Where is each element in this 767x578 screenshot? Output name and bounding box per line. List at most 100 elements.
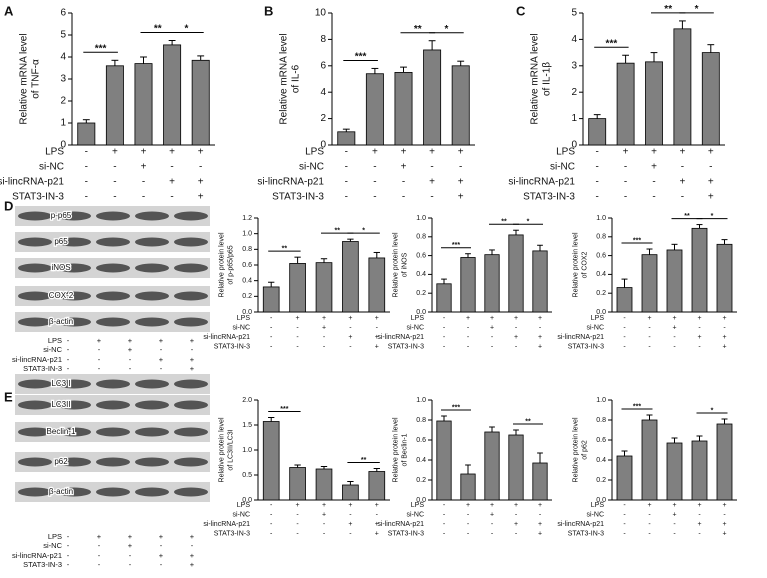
condition-mark: -	[67, 551, 70, 560]
significance-label: ***	[95, 43, 107, 54]
condition-mark: -	[373, 192, 376, 203]
condition-mark: +	[651, 147, 657, 158]
condition-mark: +	[375, 334, 379, 341]
condition-mark: -	[270, 511, 273, 518]
condition-mark: +	[198, 177, 204, 188]
condition-mark: -	[98, 541, 101, 550]
bar	[716, 423, 733, 501]
condition-mark: -	[270, 315, 273, 322]
bar	[691, 440, 708, 501]
y-tick-label: 6	[320, 60, 326, 71]
condition-mark: +	[538, 315, 542, 322]
blot-band	[18, 427, 52, 437]
blot-band	[18, 400, 52, 410]
condition-label: si-lincRNA-p21	[557, 521, 604, 528]
condition-mark: -	[648, 521, 651, 528]
condition-mark: +	[141, 147, 147, 158]
condition-mark: +	[198, 192, 204, 203]
bar	[484, 254, 500, 313]
significance-label: *	[444, 24, 448, 35]
bar	[508, 434, 524, 501]
condition-mark: +	[322, 502, 326, 509]
condition-mark: -	[673, 334, 676, 341]
blot-band	[135, 400, 169, 410]
y-tick-label: 1.0	[242, 231, 252, 238]
bar	[701, 52, 720, 146]
protein-label: LC3II	[51, 400, 70, 409]
significance-label: ***	[633, 403, 641, 410]
bar	[423, 49, 442, 146]
condition-mark: -	[491, 343, 494, 350]
blot-band	[18, 237, 52, 247]
y-axis-label-line: Relative protein level	[572, 232, 579, 297]
blot-band	[96, 237, 130, 247]
blot-band	[57, 263, 91, 273]
condition-mark: -	[296, 343, 299, 350]
condition-mark: +	[169, 147, 175, 158]
blot-band	[96, 291, 130, 301]
y-tick-label: 0.0	[596, 497, 606, 504]
y-tick-label: 8	[320, 34, 326, 45]
blot-band	[135, 291, 169, 301]
bar	[342, 241, 359, 313]
condition-label: si-NC	[39, 162, 64, 173]
condition-mark: -	[623, 324, 626, 331]
condition-mark: -	[723, 511, 726, 518]
blot-band	[57, 237, 91, 247]
condition-mark: +	[514, 315, 518, 322]
condition-mark: -	[67, 532, 70, 541]
bar	[666, 442, 683, 501]
bar	[436, 283, 452, 313]
bar	[163, 44, 182, 146]
condition-mark: -	[515, 530, 518, 537]
y-axis-label-line: of COX2	[581, 251, 588, 278]
condition-mark: -	[129, 551, 132, 560]
blot-band	[57, 211, 91, 221]
condition-mark: +	[722, 334, 726, 341]
significance-label: **	[334, 228, 340, 235]
condition-mark: -	[323, 530, 326, 537]
bar	[588, 118, 607, 146]
y-tick-label: 0.6	[242, 262, 252, 269]
condition-mark: -	[349, 343, 352, 350]
condition-mark: -	[199, 162, 202, 173]
condition-mark: -	[270, 502, 273, 509]
condition-mark: +	[375, 502, 379, 509]
condition-mark: +	[322, 511, 326, 518]
y-axis-label-line: Relative mRNA level	[19, 33, 30, 124]
bar	[451, 65, 470, 146]
blot-band	[96, 487, 130, 497]
y-axis-label-line: of TNF-α	[31, 59, 42, 99]
y-tick-label: 4	[571, 34, 577, 45]
condition-mark: -	[467, 511, 470, 518]
condition-mark: -	[376, 511, 379, 518]
condition-mark: -	[98, 551, 101, 560]
significance-label: ***	[355, 52, 367, 63]
condition-mark: -	[402, 177, 405, 188]
condition-mark: +	[322, 324, 326, 331]
bar	[191, 59, 210, 146]
condition-mark: +	[722, 521, 726, 528]
y-tick-label: 5	[571, 8, 577, 19]
condition-mark: +	[128, 532, 133, 541]
condition-mark: -	[85, 162, 88, 173]
bar	[365, 73, 384, 146]
condition-mark: -	[160, 541, 163, 550]
y-axis-label-line: Relative protein level	[392, 417, 399, 482]
y-axis-label-line: of p62	[581, 440, 588, 460]
condition-mark: -	[142, 177, 145, 188]
blot-band	[18, 379, 52, 389]
blot-band	[135, 317, 169, 327]
condition-label: STAT3-IN-3	[214, 530, 250, 537]
panel-letter: D	[4, 198, 13, 213]
condition-mark: -	[596, 177, 599, 188]
condition-mark: -	[443, 511, 446, 518]
y-axis-label-line: of iNOS	[401, 252, 408, 277]
y-tick-label: 1.0	[596, 397, 606, 404]
condition-label: LPS	[305, 147, 324, 158]
blot-band	[57, 457, 91, 467]
condition-mark: -	[698, 343, 701, 350]
condition-mark: -	[113, 192, 116, 203]
condition-mark: +	[672, 324, 676, 331]
blot-band	[96, 400, 130, 410]
